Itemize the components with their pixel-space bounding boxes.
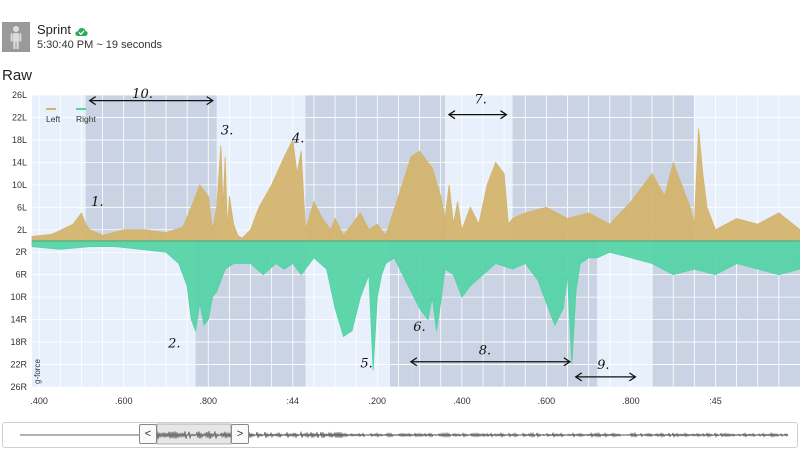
series-area-left — [31, 128, 800, 242]
y-tick-label: 18R — [10, 337, 27, 347]
annotation-arrowhead — [447, 110, 456, 120]
legend-label: Left — [46, 114, 61, 124]
scrub-prev-button[interactable]: < — [139, 424, 157, 444]
annotation-label: 8. — [479, 343, 491, 358]
x-tick-label: :44 — [287, 396, 300, 406]
annotation-label: 4. — [291, 132, 304, 147]
annotation-label: 2. — [167, 337, 180, 352]
raw-gforce-chart: 26L22L18L14L10L6L2L2R6R10R14R18R22R26R.4… — [10, 88, 800, 406]
scrubber-waveform — [20, 423, 789, 445]
legend-label: Right — [76, 114, 96, 124]
annotation-arrowhead — [206, 96, 214, 106]
y-axis-label: g-force — [33, 359, 42, 384]
series-area-right — [31, 240, 800, 371]
annotation-label: 3. — [221, 123, 233, 138]
y-tick-label: 2L — [17, 225, 27, 235]
annotation-label: 1. — [91, 195, 103, 210]
y-tick-label: 6R — [15, 270, 27, 280]
annotation-arrowhead — [500, 110, 508, 120]
x-tick-label: :45 — [709, 396, 722, 406]
annotation-arrowhead — [409, 357, 418, 367]
x-tick-label: .400 — [453, 396, 471, 406]
activity-title: Sprint — [37, 22, 71, 37]
x-tick-label: .400 — [30, 396, 48, 406]
y-tick-label: 22L — [12, 112, 27, 122]
y-tick-label: 26R — [10, 382, 27, 392]
person-icon — [2, 22, 30, 52]
y-tick-label: 10L — [12, 180, 27, 190]
y-tick-label: 26L — [12, 90, 27, 100]
y-tick-label: 18L — [12, 135, 27, 145]
cloud-check-icon — [75, 24, 88, 42]
y-tick-label: 2R — [15, 247, 27, 257]
annotation-arrowhead — [629, 372, 637, 382]
x-tick-label: .600 — [115, 396, 133, 406]
y-tick-label: 14R — [10, 315, 27, 325]
annotation-label: 5. — [360, 356, 372, 371]
y-tick-label: 14L — [12, 157, 27, 167]
y-tick-label: 6L — [17, 202, 27, 212]
annotation-label: 9. — [597, 358, 609, 373]
x-tick-label: .800 — [622, 396, 640, 406]
annotation-arrowhead — [574, 372, 583, 382]
annotation-label: 6. — [413, 320, 425, 335]
x-tick-label: .800 — [199, 396, 217, 406]
chevron-right-icon: > — [236, 428, 244, 440]
activity-header: Sprint 5:30:40 PM ~ 19 seconds — [0, 20, 800, 56]
scrubber-wave-path — [156, 430, 789, 440]
annotation-label: 10. — [132, 88, 153, 102]
timeline-scrubber[interactable]: < > — [2, 422, 798, 448]
annotation-arrowhead — [563, 357, 572, 367]
activity-subtitle: 5:30:40 PM ~ 19 seconds — [37, 39, 163, 51]
annotation-arrowhead — [88, 96, 97, 106]
y-tick-label: 10R — [10, 292, 27, 302]
x-tick-label: .600 — [538, 396, 556, 406]
scrubber-window[interactable] — [156, 423, 232, 445]
x-tick-label: .200 — [369, 396, 387, 406]
chevron-left-icon: < — [144, 428, 152, 440]
section-label: Raw — [2, 67, 33, 84]
scrub-next-button[interactable]: > — [231, 424, 249, 444]
y-tick-label: 22R — [10, 360, 27, 370]
annotation-label: 7. — [475, 92, 487, 107]
